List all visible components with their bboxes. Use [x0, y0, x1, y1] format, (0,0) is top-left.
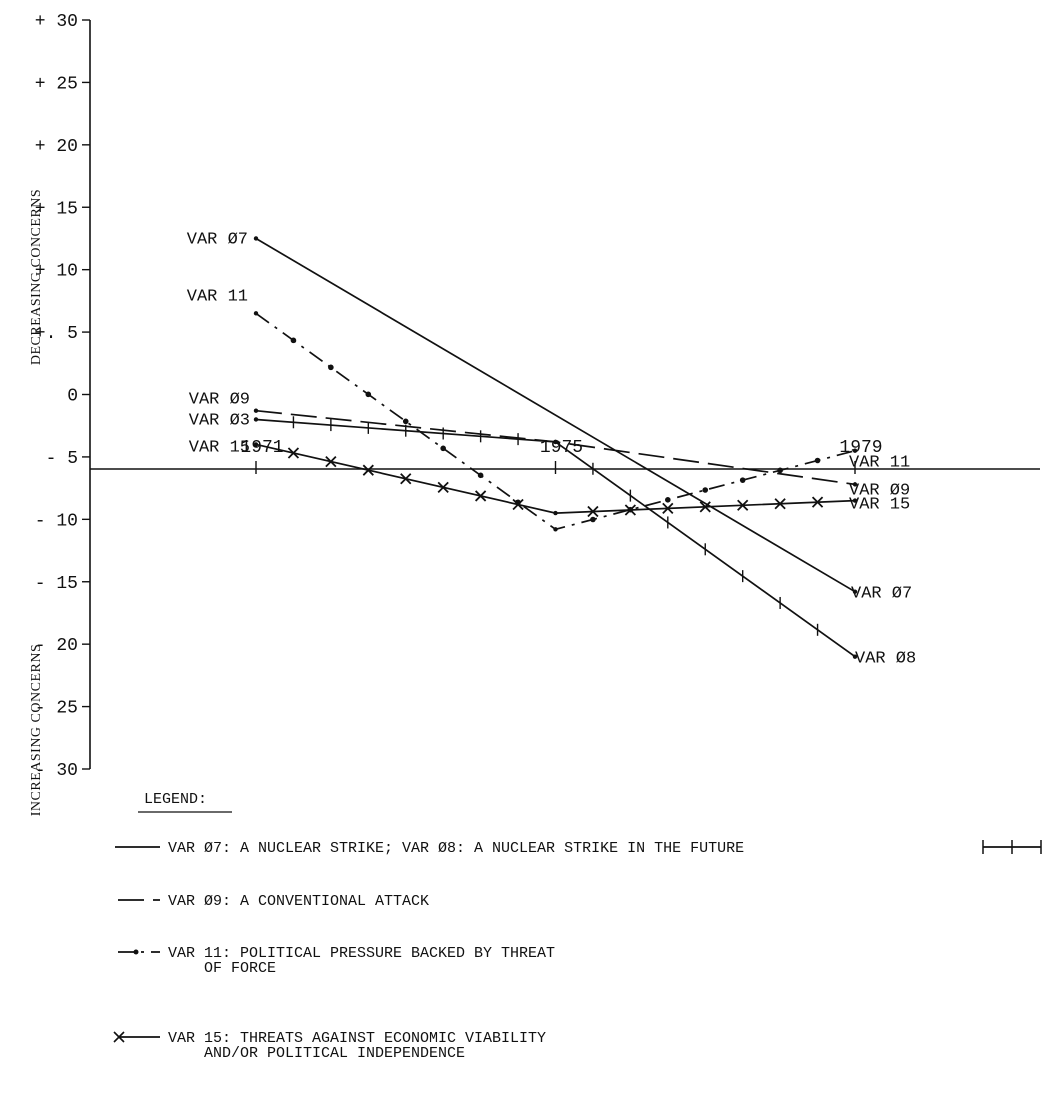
- y-axis: + 30 + 25 + 20 + 15 + 10 +. 5 0 - 5 - 10 - 15 - 20…: [35, 12, 91, 781]
- series-marker: [365, 391, 372, 398]
- y-tick-label: + 25: [35, 74, 78, 94]
- legend-swatch-marker: [113, 1031, 125, 1043]
- series-marker: [325, 455, 337, 468]
- series-end-label: VAR 15: [849, 496, 910, 515]
- series-v07: [253, 236, 858, 594]
- legend-text-cont: AND/OR POLITICAL INDEPENDENCE: [204, 1045, 465, 1062]
- legend-entry: VAR Ø9: A CONVENTIONAL ATTACK: [118, 893, 429, 910]
- y-tick-label: - 30: [35, 761, 78, 781]
- series-marker: [811, 496, 824, 508]
- legend-entry: VAR 11: POLITICAL PRESSURE BACKED BY THR…: [118, 945, 555, 977]
- series-marker: [624, 504, 637, 516]
- legend-text: VAR 15: THREATS AGAINST ECONOMIC VIABILI…: [168, 1030, 546, 1047]
- series-marker: [287, 447, 300, 459]
- x-ticks: 1971 1975 1979: [240, 438, 883, 474]
- series-marker: [662, 502, 674, 515]
- legend-text-cont: OF FORCE: [204, 960, 276, 977]
- y-axis-label-bottom: INCREASING CONCERNS: [29, 644, 44, 816]
- series-marker: [474, 490, 487, 502]
- series-point: [253, 417, 259, 422]
- legend-text: VAR Ø9: A CONVENTIONAL ATTACK: [168, 893, 429, 910]
- series-marker: [774, 498, 786, 510]
- y-tick-label: + 30: [35, 12, 78, 32]
- legend-swatch-marker: [133, 949, 139, 955]
- series-point: [553, 439, 558, 445]
- series-point: [852, 498, 858, 503]
- x-tick-label: 1979: [839, 438, 882, 458]
- series-v15: [253, 442, 858, 518]
- series-marker: [477, 472, 484, 479]
- legend-title: LEGEND:: [144, 791, 207, 808]
- series-end-label: VAR Ø7: [851, 585, 912, 604]
- series-start-label: VAR Ø9: [189, 391, 250, 410]
- series-marker: [739, 477, 746, 483]
- series-start-label: VAR 15: [189, 438, 250, 457]
- series-marker: [665, 497, 671, 503]
- legend-text: VAR 11: POLITICAL PRESSURE BACKED BY THR…: [168, 945, 555, 962]
- series-marker: [290, 337, 297, 344]
- series-marker: [699, 501, 711, 513]
- y-tick-label: - 20: [35, 636, 78, 656]
- series-point: [852, 482, 858, 487]
- series-v11: [253, 311, 858, 532]
- legend-entries: VAR Ø7: A NUCLEAR STRIKE; VAR Ø8: A NUCL…: [113, 840, 1042, 1062]
- y-tick-label: - 15: [35, 574, 78, 594]
- x-tick-label: 1971: [240, 438, 283, 458]
- y-tick-label: +. 5: [35, 324, 78, 344]
- legend: LEGEND: VAR Ø7: A NUCLEAR STRIKE; VAR Ø8…: [113, 791, 1042, 1062]
- y-ticks: + 30 + 25 + 20 + 15 + 10 +. 5 0 - 5 - 10 - 15 - 20…: [35, 12, 90, 781]
- y-tick-label: - 5: [46, 449, 78, 469]
- legend-entry: VAR 15: THREATS AGAINST ECONOMIC VIABILI…: [113, 1030, 546, 1062]
- series-marker: [737, 499, 749, 511]
- y-tick-label: + 15: [35, 199, 78, 219]
- series-point: [253, 442, 259, 447]
- series-marker: [590, 516, 596, 523]
- series-start-label: VAR Ø7: [187, 230, 248, 249]
- series-marker: [362, 464, 374, 476]
- series-marker: [402, 418, 409, 425]
- series-point: [253, 311, 259, 316]
- series-point: [553, 510, 558, 516]
- series-marker: [328, 364, 334, 371]
- series-point: [553, 527, 558, 532]
- y-tick-label: + 20: [35, 137, 78, 157]
- series-marker: [777, 467, 783, 474]
- series-marker: [587, 505, 599, 518]
- series-marker: [814, 457, 821, 464]
- y-axis-label-top: DECREASING CONCERNS: [29, 189, 44, 365]
- y-tick-label: + 10: [35, 262, 78, 282]
- series-point: [852, 448, 858, 453]
- y-tick-label: 0: [67, 387, 78, 407]
- series-end-label: VAR 11: [849, 454, 910, 473]
- series-layer: [253, 236, 858, 659]
- legend-text: VAR Ø7: A NUCLEAR STRIKE; VAR Ø8: A NUCL…: [168, 840, 744, 857]
- series-marker: [400, 473, 412, 485]
- series-end-label: VAR Ø8: [855, 650, 916, 669]
- series-end-label: VAR Ø9: [849, 481, 910, 500]
- series-line: [255, 312, 856, 531]
- series-marker: [440, 445, 446, 452]
- y-tick-label: - 25: [35, 699, 78, 719]
- series-marker: [512, 498, 524, 511]
- series-marker: [702, 487, 709, 493]
- series-start-label: VAR Ø3: [189, 411, 250, 430]
- series-v09: [253, 408, 858, 487]
- series-point: [852, 654, 858, 659]
- series-point: [253, 236, 259, 241]
- series-marker: [437, 481, 449, 493]
- y-tick-label: - 10: [35, 511, 78, 531]
- series-point: [253, 408, 259, 413]
- series-point: [852, 589, 858, 594]
- series-line: [255, 237, 856, 593]
- legend-entry: VAR Ø7: A NUCLEAR STRIKE; VAR Ø8: A NUCL…: [115, 840, 1042, 857]
- series-start-label: VAR 11: [187, 287, 248, 306]
